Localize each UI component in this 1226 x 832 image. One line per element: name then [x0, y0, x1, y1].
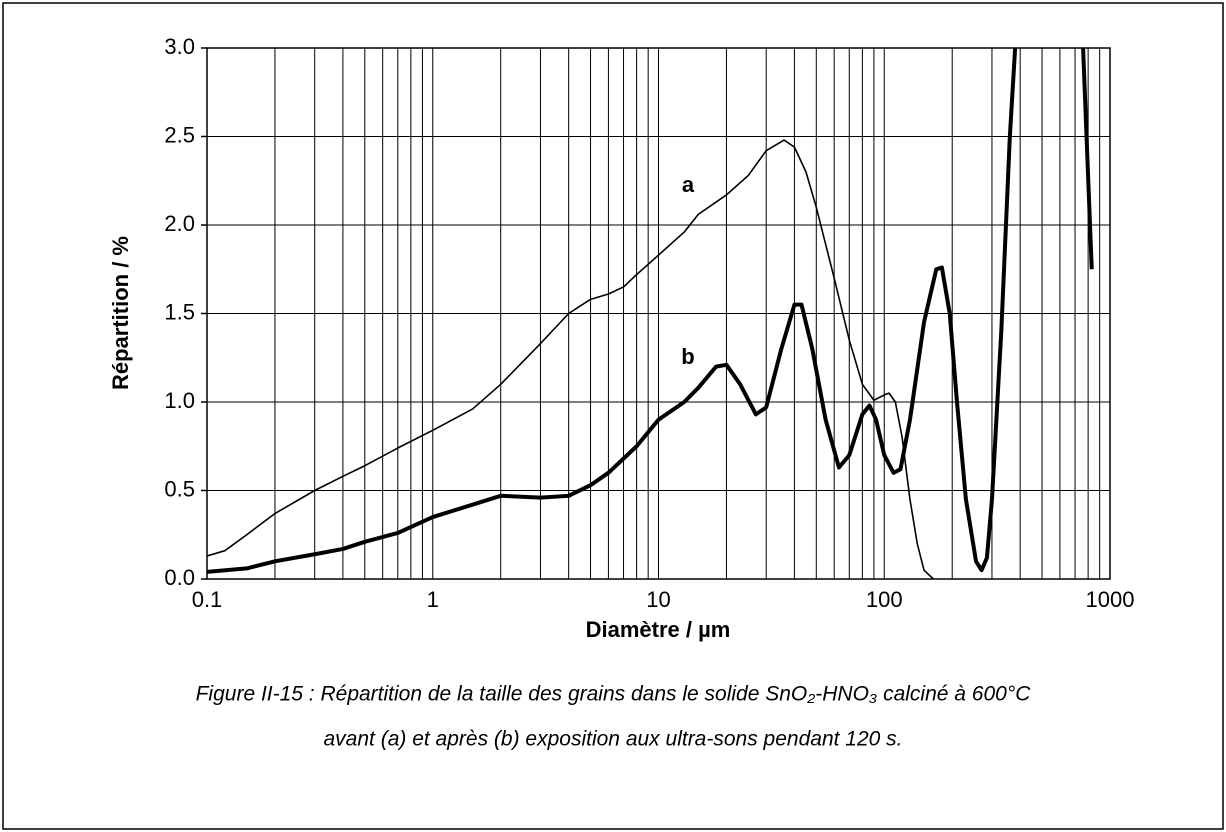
y-tick-label: 1.5 [164, 299, 195, 324]
series-line [207, 139, 934, 579]
x-tick-label: 0.1 [192, 587, 223, 612]
y-tick-label: 2.0 [164, 211, 195, 236]
x-tick-label: 1 [427, 587, 439, 612]
x-tick-label: 1000 [1086, 587, 1135, 612]
y-tick-label: 0.5 [164, 476, 195, 501]
y-tick-label: 0.0 [164, 565, 195, 590]
x-tick-label: 10 [646, 587, 670, 612]
series-label: b [681, 344, 694, 369]
lines [207, 48, 1094, 579]
caption-line: Figure II-15 : Répartition de la taille … [196, 683, 1032, 706]
x-axis-label: Diamètre / µm [586, 617, 731, 642]
series-line [207, 48, 1094, 574]
y-tick-label: 2.5 [164, 122, 195, 147]
y-axis-label: Répartition / % [108, 236, 133, 390]
y-tick-label: 1.0 [164, 388, 195, 413]
series-label: a [682, 172, 695, 197]
y-tick-label: 3.0 [164, 34, 195, 59]
caption-line: avant (a) et après (b) exposition aux ul… [324, 728, 903, 751]
grid [206, 47, 1111, 580]
x-tick-label: 100 [866, 587, 903, 612]
